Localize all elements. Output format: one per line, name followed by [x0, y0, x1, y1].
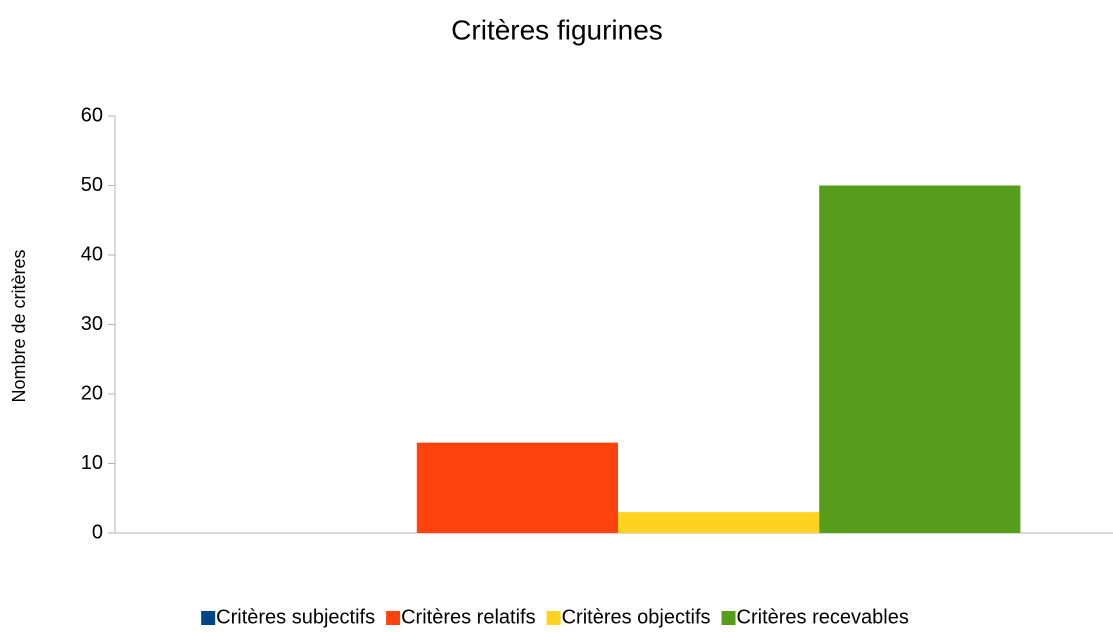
y-tick-label: 40: [81, 243, 103, 265]
y-tick-label: 60: [81, 104, 103, 126]
legend-swatch: [386, 611, 401, 625]
legend-swatch: [721, 611, 736, 625]
bar: [618, 512, 820, 533]
bar: [416, 442, 618, 533]
legend-label: Critères relatifs: [401, 606, 535, 628]
bar: [819, 185, 1021, 533]
y-tick-label: 0: [92, 521, 103, 543]
y-tick-label: 20: [81, 382, 103, 404]
legend-label: Critères subjectifs: [216, 606, 375, 628]
legend-swatch: [201, 611, 216, 625]
y-tick-label: 30: [81, 313, 103, 335]
legend-swatch: [546, 611, 561, 625]
y-tick-label: 10: [81, 452, 103, 474]
y-tick-label: 50: [81, 174, 103, 196]
legend-label: Critères recevables: [737, 606, 909, 628]
chart-title: Critères figurines: [451, 14, 663, 45]
legend-label: Critères objectifs: [562, 606, 711, 628]
y-axis-label: Nombre de critères: [9, 249, 29, 402]
